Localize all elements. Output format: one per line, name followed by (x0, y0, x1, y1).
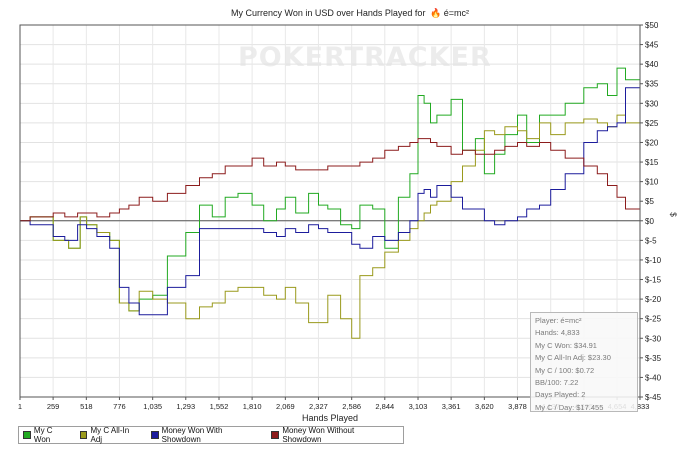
legend-swatch-allin (79, 431, 88, 439)
legend: My C Won My C All-In Adj Money Won With … (18, 426, 404, 444)
x-tick-label: 1,293 (176, 402, 195, 411)
legend-label: Money Won With Showdown (161, 426, 223, 444)
y-axis-ticks: $50 $45 $40 $35 $30 $25 $20 $15 $10 $5 $0 $-5 $-10 $-… (640, 21, 662, 402)
x-tick-label: 518 (80, 402, 93, 411)
y-tick-label: $35 (645, 80, 659, 89)
legend-label: Money Won Without Showdown (282, 426, 355, 444)
y-tick-label: $-15 (645, 276, 662, 285)
y-tick-label: $30 (645, 99, 659, 108)
y-tick-label: $-10 (645, 256, 662, 265)
y-tick-label: $20 (645, 138, 659, 147)
y-tick-label: $25 (645, 119, 659, 128)
y-axis-label: $ (668, 212, 678, 217)
tooltip-player: Player: é=mc² (535, 316, 582, 325)
x-tick-label: 2,844 (375, 402, 394, 411)
x-tick-label: 4,833 (631, 402, 650, 411)
y-tick-label: $10 (645, 178, 659, 187)
y-tick-label: $-30 (645, 334, 662, 343)
x-tick-label: 1,035 (143, 402, 162, 411)
y-tick-label: $-40 (645, 373, 662, 382)
x-tick-label: 776 (113, 402, 126, 411)
legend-swatch-showdown (150, 431, 159, 439)
x-tick-label: 2,586 (342, 402, 361, 411)
legend-label: My C All-In Adj (90, 426, 130, 444)
x-tick-label: 2,327 (309, 402, 328, 411)
x-tick-label: 2,069 (276, 402, 295, 411)
y-tick-label: $15 (645, 158, 659, 167)
x-tick-label: 3,361 (442, 402, 461, 411)
legend-item[interactable]: My C All-In Adj (79, 426, 142, 444)
y-tick-label: $-45 (645, 393, 662, 402)
y-tick-label: $5 (645, 197, 654, 206)
x-tick-label: 1,552 (210, 402, 229, 411)
series-line-3 (20, 138, 641, 222)
legend-label: My C Won (33, 426, 53, 444)
legend-item[interactable]: Money Won With Showdown (150, 426, 263, 444)
x-axis-ticks: 1 259 518 776 1,035 1,293 1,552 1,810 2,069 2,327… (18, 397, 649, 411)
y-tick-label: $-25 (645, 315, 662, 324)
tooltip-per100: My C / 100: $0.72 (535, 365, 595, 375)
chart-title: My Currency Won in USD over Hands Played… (0, 8, 700, 19)
tooltip-hands: Hands: 4,833 (535, 328, 580, 338)
plot-border (19, 24, 641, 398)
legend-swatch-won (23, 431, 31, 439)
chart-title-text: My Currency Won in USD over Hands Played… (231, 8, 426, 18)
legend-item[interactable]: Money Won Without Showdown (271, 426, 394, 444)
x-tick-label: 1 (18, 402, 22, 411)
x-tick-label: 259 (47, 402, 60, 411)
chart-title-player: é=mc² (443, 8, 469, 18)
x-tick-label: 3,878 (508, 402, 527, 411)
series-line-0 (20, 67, 641, 312)
y-tick-label: $-35 (645, 354, 662, 363)
x-tick-label: 3,103 (409, 402, 428, 411)
flame-icon: 🔥 (429, 8, 442, 18)
tooltip-perday: My C / Day: $17.455 (535, 402, 604, 412)
y-tick-label: $50 (645, 21, 659, 30)
x-axis-label: Hands Played (301, 413, 359, 423)
y-tick-label: $45 (645, 41, 659, 50)
tooltip-allin: My C All-In Adj: $23.30 (535, 353, 611, 363)
legend-item[interactable]: My C Won (23, 426, 71, 444)
legend-swatch-noshowdown (271, 431, 280, 439)
tooltip-days: Days Played: 2 (535, 390, 586, 400)
series-line-1 (20, 114, 641, 339)
series-lines (20, 67, 641, 339)
tooltip-won: My C Won: $34.91 (535, 340, 597, 350)
x-tick-label: 3,620 (475, 402, 494, 411)
plot-frame (19, 24, 641, 398)
x-tick-label: 1,810 (243, 402, 262, 411)
y-tick-label: $-5 (645, 236, 657, 245)
y-tick-label: $-20 (645, 295, 662, 304)
y-tick-label: $0 (645, 217, 654, 226)
series-line-2 (20, 87, 640, 316)
watermark-logo: POKERTRACKER (238, 42, 492, 73)
y-tick-label: $40 (645, 60, 659, 69)
hover-tooltip: Player: é=mc² Hands: 4,833 My C Won: $34… (530, 312, 638, 412)
tooltip-bb100: BB/100: 7.22 (535, 377, 579, 387)
